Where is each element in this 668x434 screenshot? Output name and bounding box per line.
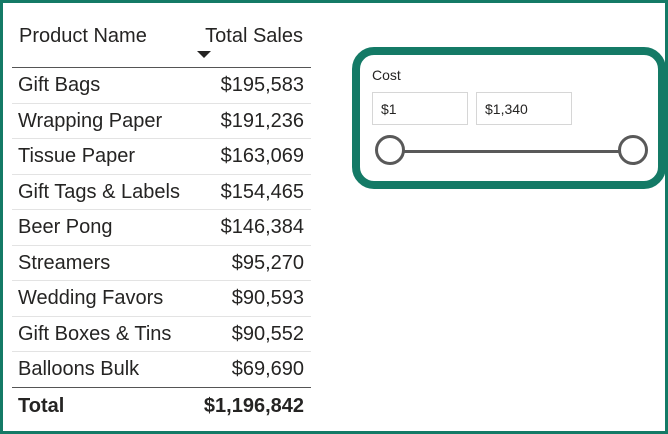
range-min-input[interactable]: $1	[372, 92, 468, 125]
total-sales-cell: $69,690	[231, 358, 304, 380]
table-row[interactable]: Gift Tags & Labels $154,465	[12, 175, 311, 210]
product-name-cell: Streamers	[18, 251, 111, 274]
table-row[interactable]: Beer Pong $146,384	[12, 210, 311, 246]
slider-track[interactable]	[390, 150, 636, 153]
product-name-cell: Gift Boxes & Tins	[18, 322, 172, 345]
product-name-cell: Tissue Paper	[18, 145, 136, 167]
product-name-cell: Wedding Favors	[18, 287, 164, 309]
table-total-row: Total $1,196,842	[12, 386, 311, 426]
sort-descending-icon[interactable]	[197, 51, 211, 58]
product-name-cell: Balloons Bulk	[18, 358, 140, 380]
product-name-cell: Gift Bags	[18, 74, 101, 96]
total-sales-cell: $154,465	[220, 180, 304, 203]
table-row[interactable]: Gift Boxes & Tins $90,552	[12, 317, 311, 352]
table-row[interactable]: Streamers $95,270	[12, 246, 311, 281]
table-row[interactable]: Balloons Bulk $69,690	[12, 352, 311, 388]
column-header-product-name[interactable]: Product Name	[19, 25, 147, 47]
total-sales-cell: $90,552	[231, 322, 304, 345]
table-row[interactable]: Tissue Paper $163,069	[12, 139, 311, 175]
slider-min-handle[interactable]	[375, 135, 405, 165]
total-value: $1,196,842	[203, 394, 304, 417]
total-sales-cell: $90,593	[231, 287, 304, 309]
product-name-cell: Beer Pong	[18, 216, 113, 238]
table-row[interactable]: Wrapping Paper $191,236	[12, 104, 311, 139]
total-sales-cell: $146,384	[220, 216, 304, 238]
product-name-cell: Wrapping Paper	[18, 109, 163, 132]
column-header-total-sales[interactable]: Total Sales	[205, 25, 303, 47]
range-max-input[interactable]: $1,340	[476, 92, 572, 125]
total-sales-cell: $195,583	[220, 74, 304, 96]
table-row[interactable]: Wedding Favors $90,593	[12, 281, 311, 317]
total-sales-cell: $95,270	[231, 251, 304, 274]
total-sales-cell: $191,236	[220, 109, 304, 132]
product-name-cell: Gift Tags & Labels	[18, 180, 180, 203]
total-sales-cell: $163,069	[220, 145, 304, 167]
cost-slicer: Cost $1 $1,340	[352, 47, 666, 189]
table-row[interactable]: Gift Bags $195,583	[12, 68, 311, 104]
sales-table: Product Name Total Sales Gift Bags $195,…	[12, 17, 311, 426]
slider-max-handle[interactable]	[618, 135, 648, 165]
total-label: Total	[18, 394, 65, 417]
slicer-title: Cost	[372, 67, 401, 83]
table-header: Product Name Total Sales	[12, 17, 311, 68]
